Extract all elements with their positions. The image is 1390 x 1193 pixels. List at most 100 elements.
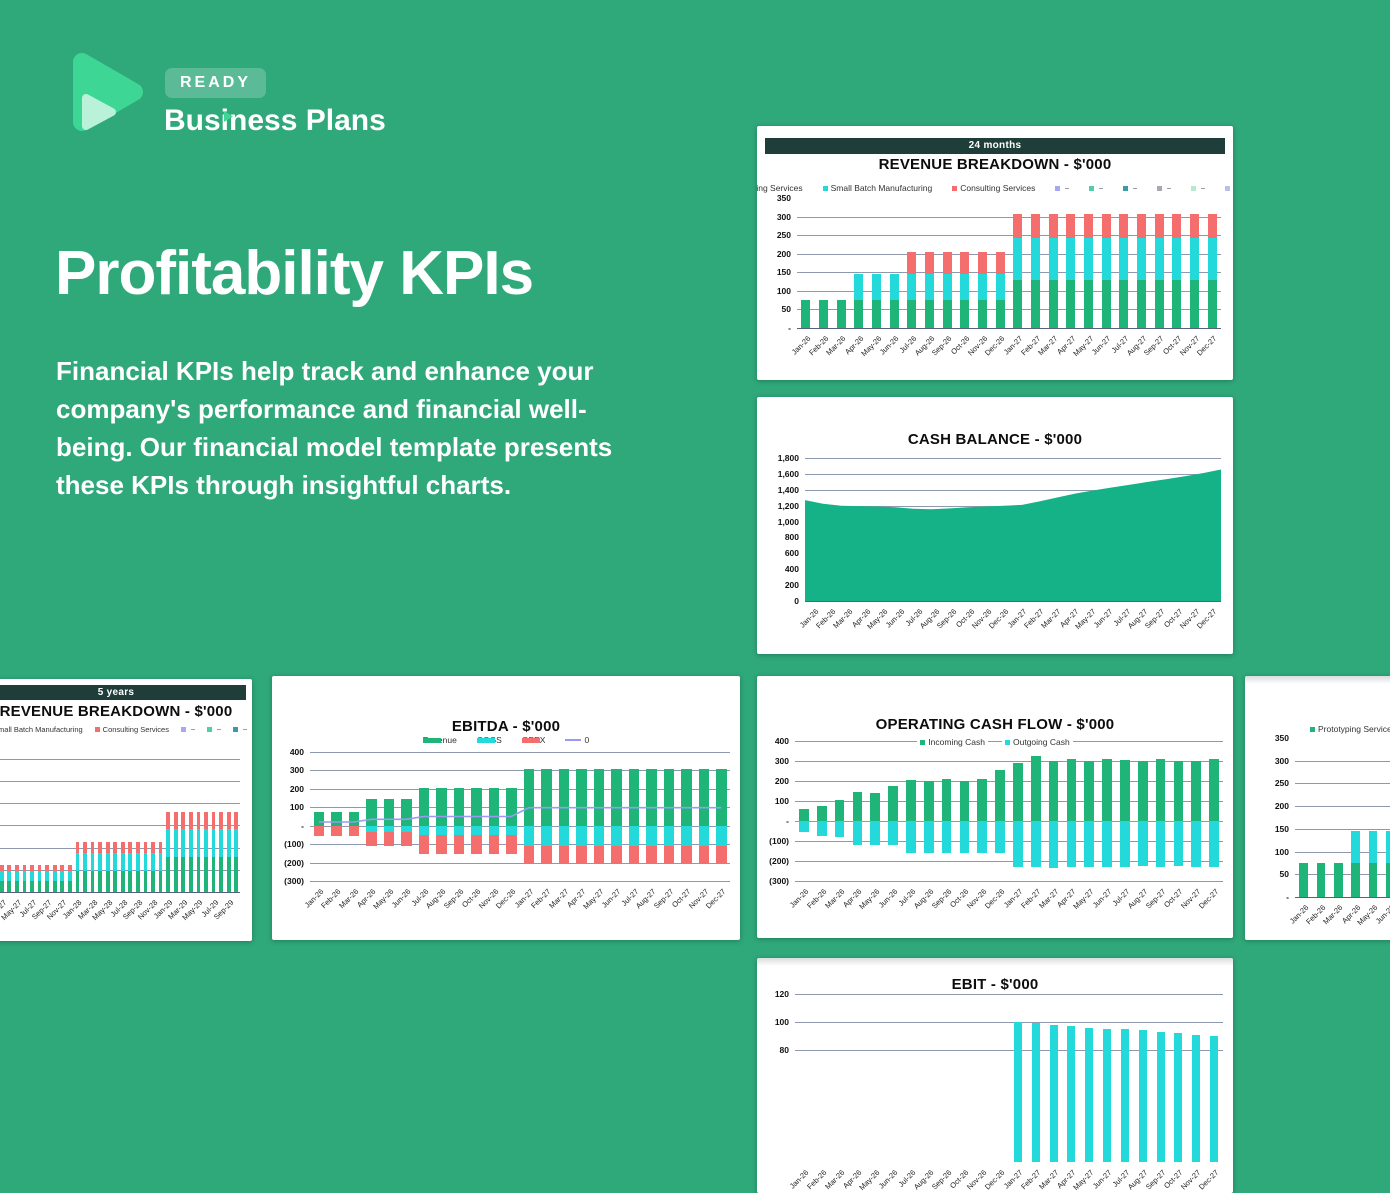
op-cash-flow-bar	[941, 821, 952, 853]
ebitda-bar	[401, 832, 412, 846]
revenue-5y-bar	[188, 857, 193, 892]
legend-item: Outgoing Cash	[1002, 737, 1073, 747]
revenue-5y-bar	[67, 880, 72, 892]
revenue-partial-bar	[1299, 862, 1308, 897]
revenue-24m-bar	[1137, 213, 1146, 239]
legend-item-truncated	[229, 727, 250, 732]
op-cash-flow-bar	[1191, 821, 1202, 867]
ebitda-bar	[331, 811, 342, 826]
legend-dash	[190, 729, 195, 730]
gridline	[797, 328, 1221, 329]
revenue-5y-bar	[0, 870, 4, 881]
ebitda-bar	[313, 825, 324, 836]
op-cash-flow-bar	[816, 806, 827, 821]
revenue-5y-bar	[234, 857, 239, 892]
ebit-bar	[1013, 1022, 1022, 1162]
y-tick-label: 300	[776, 211, 791, 222]
legend-item-truncated	[177, 727, 198, 732]
ebitda-bar	[576, 768, 587, 826]
legend-marker-icon	[565, 739, 582, 741]
gridline	[0, 825, 240, 827]
revenue-5y-bar	[98, 842, 102, 853]
y-tick-label: 100	[774, 1017, 789, 1027]
ebitda-bar	[436, 787, 447, 826]
revenue-5y-bar	[166, 829, 171, 858]
ebitda-bar	[681, 768, 692, 826]
brand-logo	[70, 48, 160, 138]
revenue-5y-bar	[173, 812, 178, 830]
revenue-5y-bar	[30, 864, 34, 871]
y-tick-label: 200	[1274, 801, 1289, 812]
gridline	[797, 235, 1221, 237]
chart-legend: Incoming Cash Outgoing Cash	[757, 737, 1233, 747]
gridline	[795, 761, 1223, 762]
revenue-5y-bar	[143, 852, 148, 871]
op-cash-flow-bar	[959, 781, 970, 821]
legend-label: Incoming Cash	[928, 737, 985, 747]
ebitda-bar	[383, 825, 394, 833]
chart-title-text: CASH BALANCE - $'000	[897, 431, 1093, 448]
ebitda-bar	[471, 834, 482, 855]
ebitda-bar	[716, 825, 727, 846]
cash-balance-area	[805, 469, 1221, 601]
gridline	[310, 844, 730, 846]
revenue-5y-bar	[234, 829, 239, 858]
op-cash-flow-bar	[1013, 821, 1023, 867]
revenue-5y-bar	[128, 852, 133, 871]
revenue-5y-bar	[196, 829, 201, 858]
revenue-5y-bar	[128, 842, 133, 853]
revenue-partial-card: 350 300 250 200 150 100 50- Jan-26 Feb-26 Mar-26 A…	[1245, 676, 1390, 940]
ebit-bar	[1174, 1033, 1183, 1162]
legend-marker-icon	[1123, 185, 1129, 191]
revenue-24m-bar	[1207, 280, 1217, 328]
revenue-24m-bar	[978, 274, 987, 301]
legend-label: Prototyping Services	[1318, 724, 1390, 734]
revenue-24m-bar	[1031, 213, 1040, 239]
ebitda-bar	[681, 825, 692, 846]
revenue-partial-bar	[1368, 831, 1378, 863]
op-cash-flow-bar	[870, 793, 881, 821]
legend-item-truncated	[1120, 185, 1141, 191]
ebitda-bar	[646, 845, 657, 865]
revenue-5y-bar	[67, 870, 72, 881]
revenue-24m-bar	[1154, 238, 1164, 281]
gridline	[1295, 828, 1390, 830]
revenue-5y-bar	[15, 870, 19, 881]
chart-title-text: OPERATING CASH FLOW - $'000	[865, 716, 1125, 733]
revenue-partial-bar	[1386, 831, 1390, 863]
y-tick-label: -	[301, 820, 304, 831]
revenue-5y-bar	[22, 880, 27, 892]
gridline	[0, 892, 240, 893]
revenue-24m-bar	[1031, 280, 1040, 328]
y-tick-label: 200	[776, 248, 791, 259]
gridline	[310, 881, 730, 882]
page-description: Financial KPIs help track and enhance yo…	[56, 356, 613, 500]
revenue-5y-bar	[45, 880, 50, 892]
chart-title: EBITDA - $'000	[272, 718, 740, 735]
cash-balance-card: 1,800 1,600 1,400 1,200 1,000 800 600 400 200 0 Ja…	[757, 397, 1233, 654]
revenue-5y-bar	[83, 870, 87, 892]
ebitda-bar	[348, 825, 359, 836]
y-tick-label: 1,000	[777, 516, 799, 527]
y-tick-label: 80	[779, 1045, 789, 1055]
op-cash-flow-bar	[1191, 761, 1202, 821]
revenue-24m-bar	[1066, 238, 1076, 281]
gridline	[795, 861, 1223, 862]
legend-marker-icon	[920, 739, 926, 745]
y-tick-label: 1,600	[777, 468, 799, 479]
revenue-5y-bar	[143, 870, 148, 892]
op-cash-flow-bar	[1137, 821, 1148, 866]
op-cash-flow-bar	[1048, 761, 1059, 821]
gridline	[795, 781, 1223, 782]
y-tick-label: 100	[1274, 846, 1289, 857]
ebitda-bar	[663, 845, 674, 865]
revenue-5y-bar	[136, 870, 140, 892]
legend-item: OPEX	[518, 735, 549, 745]
ebitda-bar	[523, 825, 534, 846]
gridline	[797, 272, 1221, 274]
revenue-5y-bar	[75, 852, 80, 871]
revenue-24m-bar	[960, 274, 970, 301]
gridline	[795, 1022, 1223, 1023]
revenue-5y-bar	[196, 812, 201, 830]
ebitda-bar	[541, 845, 552, 865]
